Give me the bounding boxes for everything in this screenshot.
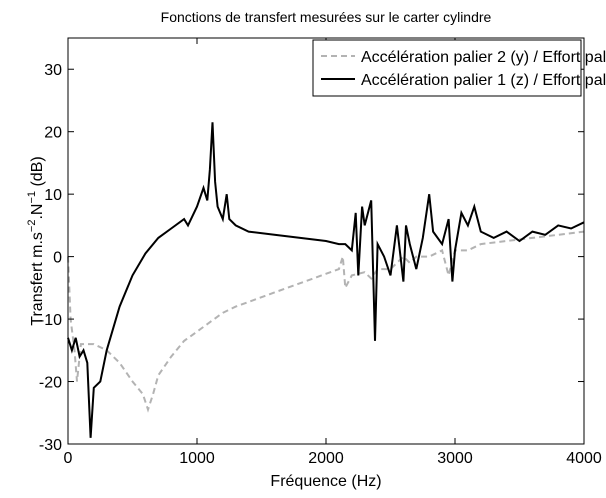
x-tick-label: 2000 [308, 450, 344, 467]
legend-label: Accélération palier 1 (z) / Effort palie… [361, 72, 606, 89]
x-axis-label: Fréquence (Hz) [270, 473, 381, 490]
x-tick-label: 0 [64, 450, 73, 467]
x-tick-label: 4000 [566, 450, 602, 467]
y-tick-label: 20 [44, 125, 62, 142]
y-label-part: (dB) [29, 156, 46, 191]
y-axis-label: Transfert m.s−2.N−1 (dB) [26, 156, 46, 325]
y-label-sup: −2 [26, 220, 38, 233]
y-tick-label: -10 [39, 312, 62, 329]
data-line [67, 230, 585, 413]
x-tick-label: 1000 [179, 450, 215, 467]
y-label-sup: −1 [26, 191, 38, 204]
y-tick-label: -30 [39, 437, 62, 454]
data-line [67, 122, 585, 438]
chart-title: Fonctions de transfert mesurées sur le c… [161, 9, 492, 25]
y-tick-label: 10 [44, 187, 62, 204]
legend-label: Accélération palier 2 (y) / Effort palie… [361, 49, 606, 66]
y-tick-label: 0 [53, 250, 62, 267]
y-tick-label: -20 [39, 375, 62, 392]
y-label-part: .N [29, 204, 46, 220]
y-tick-label: 30 [44, 62, 62, 79]
legend-box [312, 39, 582, 97]
y-label-part: Transfert m.s [29, 232, 46, 326]
x-tick-label: 3000 [437, 450, 473, 467]
